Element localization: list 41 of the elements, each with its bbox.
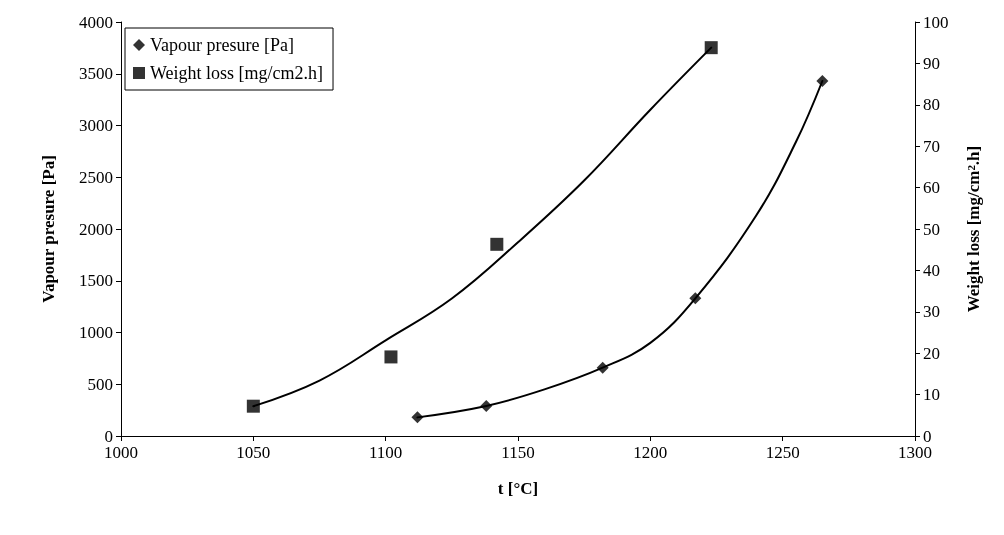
y-tick-label: 3500 xyxy=(79,64,113,84)
x-tick-label: 1050 xyxy=(236,443,271,462)
point xyxy=(490,237,504,251)
point xyxy=(384,350,398,364)
point xyxy=(689,292,702,305)
y2-tick-label: 70 xyxy=(923,136,940,156)
y-axis-title: Vapour presure [Pa] xyxy=(39,155,58,303)
y-tick-label: 2500 xyxy=(79,167,113,187)
y-tick-label: 2000 xyxy=(79,219,113,239)
y-tick-label: 3000 xyxy=(79,116,113,135)
y2-tick-label: 90 xyxy=(923,53,940,73)
y2-tick-label: 60 xyxy=(923,178,940,198)
legend-label: Weight loss [mg/cm2.h] xyxy=(150,63,324,83)
y2-tick-label: 10 xyxy=(923,385,940,405)
point xyxy=(596,361,609,374)
point xyxy=(704,41,718,55)
point xyxy=(411,411,424,424)
y2-tick-label: 50 xyxy=(923,219,940,239)
y2-axis-title: Weight loss [mg/cm2.h] xyxy=(964,145,983,313)
x-tick-label: 1000 xyxy=(104,443,138,462)
x-tick-label: 1150 xyxy=(501,443,535,462)
y2-tick-label: 20 xyxy=(923,343,940,363)
x-axis-title: t [°C] xyxy=(497,479,539,498)
y2-tick-label: 30 xyxy=(923,302,940,322)
point xyxy=(816,75,829,87)
x-tick-label: 1100 xyxy=(368,443,403,462)
y2-tick-label: 40 xyxy=(923,260,940,280)
y2-tick-label: 100 xyxy=(923,12,949,32)
x-tick-label: 1200 xyxy=(633,443,668,462)
legend-label: Vapour presure [Pa] xyxy=(150,35,294,55)
y-tick-label: 0 xyxy=(104,426,113,446)
x-tick-label: 1300 xyxy=(898,443,932,462)
y-tick-label: 500 xyxy=(87,374,113,394)
y-tick-label: 4000 xyxy=(79,12,113,32)
y-tick-label: 1500 xyxy=(79,271,113,291)
y-tick-label: 1000 xyxy=(79,323,113,342)
y2-tick-label: 0 xyxy=(923,426,932,446)
x-tick-label: 1250 xyxy=(765,443,800,462)
y2-tick-label: 80 xyxy=(923,95,940,115)
point xyxy=(480,399,493,412)
point xyxy=(246,399,260,413)
